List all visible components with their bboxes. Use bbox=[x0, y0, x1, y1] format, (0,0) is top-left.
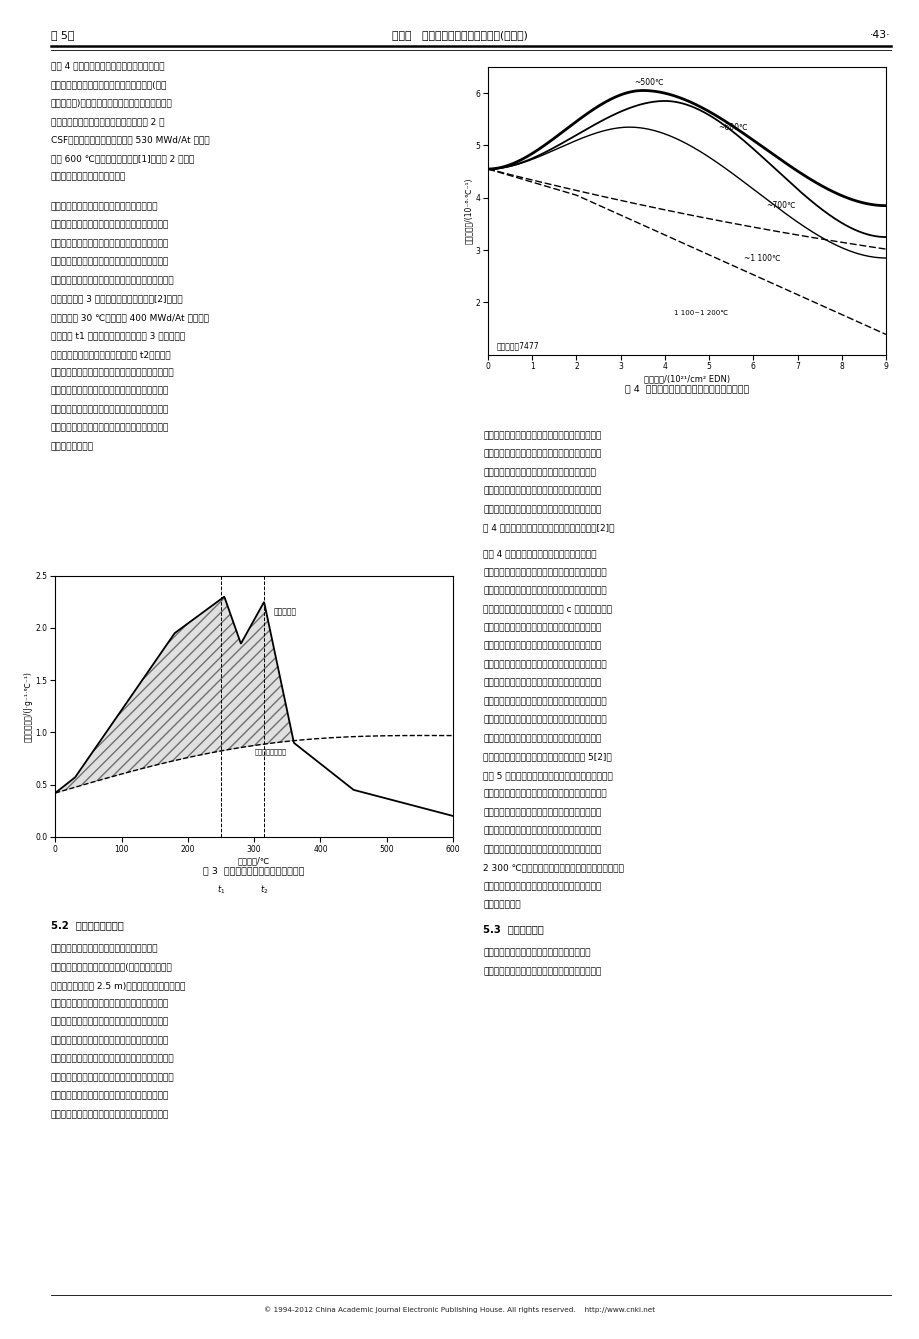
Text: 位积聚，形成空位簇和微孔，产生新的微裂缝，重新: 位积聚，形成空位簇和微孔，产生新的微裂缝，重新 bbox=[483, 660, 607, 670]
Text: 自我释放。图 3 就是这种释放的一个例子[2]，它是: 自我释放。图 3 就是这种释放的一个例子[2]，它是 bbox=[51, 295, 182, 304]
Text: 从图 4 可以看出：随着辐照剂量的增加线胀系: 从图 4 可以看出：随着辐照剂量的增加线胀系 bbox=[483, 549, 596, 558]
Text: 墨释出潜能。如果温度增加到某一定值，其潜能释: 墨释出潜能。如果温度增加到某一定值，其潜能释 bbox=[51, 257, 169, 266]
Y-axis label: 潜能变化速率/(J·g⁻¹·℃⁻¹): 潜能变化速率/(J·g⁻¹·℃⁻¹) bbox=[24, 671, 32, 742]
Text: 是由于辐照开始时，辐照引起微晶 c 方向的长大，使: 是由于辐照开始时，辐照引起微晶 c 方向的长大，使 bbox=[483, 605, 612, 613]
Text: 度却随石墨有序化程度增加而增加。因此石墨构件: 度却随石墨有序化程度增加而增加。因此石墨构件 bbox=[51, 1091, 169, 1101]
Text: 裂缝和微孔闭合得越多，其缓冲作用增小，达到最大: 裂缝和微孔闭合得越多，其缓冲作用增小，达到最大 bbox=[483, 698, 607, 706]
Text: 图 4  辐照对等静压石油焦石墨线胀系数的影响: 图 4 辐照对等静压石油焦石墨线胀系数的影响 bbox=[624, 384, 748, 394]
Text: 图 3  辐照后加热时石墨潜能释放过程: 图 3 辐照后加热时石墨潜能释放过程 bbox=[203, 866, 304, 876]
Text: 辐照后的石墨加热到辐照温度以上时，原来固: 辐照后的石墨加热到辐照温度以上时，原来固 bbox=[51, 202, 158, 212]
Text: 化程度增加)的事实，人们不难想象，辐照时潜能的: 化程度增加)的事实，人们不难想象，辐照时潜能的 bbox=[51, 99, 172, 107]
Text: 墨化程度和辐照温度。通常石墨都是由石墨化程度: 墨化程度和辐照温度。通常石墨都是由石墨化程度 bbox=[483, 450, 601, 459]
Text: ~1 100℃: ~1 100℃ bbox=[743, 253, 780, 262]
Text: 发石墨化过程提供大量的微孔和缺陷，使得其线胀: 发石墨化过程提供大量的微孔和缺陷，使得其线胀 bbox=[483, 882, 601, 890]
Text: 低，达到极值的辐照剂量越低，极值的数值越大。这: 低，达到极值的辐照剂量越低，极值的数值越大。这 bbox=[483, 586, 607, 596]
Text: 纹越多。至于达到极值的辐照剂量随石墨化温度降: 纹越多。至于达到极值的辐照剂量随石墨化温度降 bbox=[483, 826, 601, 836]
Text: 石墨部件，特别是大型石墨部件(如反应堆顶反射层: 石墨部件，特别是大型石墨部件(如反应堆顶反射层 bbox=[51, 963, 172, 971]
Text: 使热膨胀得到吸纳的结果。温度越高，石墨中的微: 使热膨胀得到吸纳的结果。温度越高，石墨中的微 bbox=[483, 679, 601, 688]
X-axis label: 加热温度/℃: 加热温度/℃ bbox=[238, 857, 270, 865]
Text: 图 4 是辐照剂量和辐照温度对线胀系数的影响[2]。: 图 4 是辐照剂量和辐照温度对线胀系数的影响[2]。 bbox=[483, 524, 614, 533]
Text: 的有序化程度越高，其线胀系数越小，但其各向异性: 的有序化程度越高，其线胀系数越小，但其各向异性 bbox=[51, 1074, 174, 1082]
Text: 徐世江   核工程中的石墨和炭素材料(第五讲): 徐世江 核工程中的石墨和炭素材料(第五讲) bbox=[391, 29, 528, 40]
Y-axis label: 线膨胀系数/(10⁻⁶·℃⁻¹): 线膨胀系数/(10⁻⁶·℃⁻¹) bbox=[463, 178, 472, 244]
Text: 等静压石墨7477: 等静压石墨7477 bbox=[496, 341, 539, 349]
Text: 的设计，必须在两者之间作出平衡。影响辐照引起: 的设计，必须在两者之间作出平衡。影响辐照引起 bbox=[51, 1110, 169, 1119]
Text: ~600℃: ~600℃ bbox=[717, 123, 747, 131]
Text: 从第 4 讲中我们也知道，高度辐照后的石墨的: 从第 4 讲中我们也知道，高度辐照后的石墨的 bbox=[51, 62, 164, 71]
Text: 负荷及其所处的温度进行分析研究，对有可能因潜: 负荷及其所处的温度进行分析研究，对有可能因潜 bbox=[51, 406, 169, 414]
Text: 位簇和微孔增加，所以线胀系数的最大值下降。石: 位簇和微孔增加，所以线胀系数的最大值下降。石 bbox=[483, 734, 601, 743]
Text: 成。骨料颗粒及组成颗粒的微晶的尺寸，骨料和粘: 成。骨料颗粒及组成颗粒的微晶的尺寸，骨料和粘 bbox=[483, 486, 601, 495]
Text: 5.2  石墨的热膨胀系数: 5.2 石墨的热膨胀系数 bbox=[51, 920, 123, 929]
Text: 5.3  石墨的导热率: 5.3 石墨的导热率 bbox=[483, 924, 544, 935]
Text: CSF、炭黑和树脂炭辐照剂量达 530 MWd/At 后，加: CSF、炭黑和树脂炭辐照剂量达 530 MWd/At 后，加 bbox=[51, 135, 209, 145]
Text: 热膨胀系数增加得越快，极值越高。这是由于骨料颗: 热膨胀系数增加得越快，极值越高。这是由于骨料颗 bbox=[483, 790, 607, 798]
Text: 子和空位簇长大和消失的几率也增加，其结果是石: 子和空位簇长大和消失的几率也增加，其结果是石 bbox=[51, 238, 169, 248]
Text: 石墨样品由于潜能释放被绝热加热到 t2。当潜能: 石墨样品由于潜能释放被绝热加热到 t2。当潜能 bbox=[51, 349, 170, 359]
Text: $t_2$: $t_2$ bbox=[259, 884, 268, 896]
Text: 较好的骨料颗粒和石墨化程度较差的粘结剂炭组: 较好的骨料颗粒和石墨化程度较差的粘结剂炭组 bbox=[483, 469, 596, 477]
Text: 有序结构被破坏和石墨中非晶质辐照时收缩(有序: 有序结构被破坏和石墨中非晶质辐照时收缩(有序 bbox=[51, 80, 166, 90]
Text: $t_1$: $t_1$ bbox=[217, 884, 225, 896]
Text: 热到 600 ℃时释放出来的潜能[1]。从图 2 可以看: 热到 600 ℃时释放出来的潜能[1]。从图 2 可以看 bbox=[51, 154, 194, 163]
Text: 石墨潜能造成事故，必须对反应堆石墨部件的辐照: 石墨潜能造成事故，必须对反应堆石墨部件的辐照 bbox=[51, 387, 169, 396]
Text: 墨化程度对辐照引起的线胀系数的变化见图 5[2]。: 墨化程度对辐照引起的线胀系数的变化见图 5[2]。 bbox=[483, 753, 611, 762]
Text: 结剂的相对含量及分布都影响石墨的热膨胀行为。: 结剂的相对含量及分布都影响石墨的热膨胀行为。 bbox=[483, 505, 601, 514]
Text: 缓冲热膨胀的微孔和微裂纹封闭，从而使线胀系数: 缓冲热膨胀的微孔和微裂纹封闭，从而使线胀系数 bbox=[483, 624, 601, 632]
Text: 足够大时，会引起巨大的温升，造成事故，为了避免: 足够大时，会引起巨大的温升，造成事故，为了避免 bbox=[51, 368, 174, 378]
Text: 2 300 ℃石墨化的石墨，其有序化程度很低，辐照诱: 2 300 ℃石墨化的石墨，其有序化程度很低，辐照诱 bbox=[483, 864, 624, 873]
Text: © 1994-2012 China Academic Journal Electronic Publishing House. All rights reser: © 1994-2012 China Academic Journal Elect… bbox=[264, 1307, 655, 1312]
Text: 品加热到 t1 时潜能的释放曲线。从图 3 可以看出，: 品加热到 t1 时潜能的释放曲线。从图 3 可以看出， bbox=[51, 331, 185, 340]
Text: 热膨胀系数变化的因素主要有石墨的组织结构，石: 热膨胀系数变化的因素主要有石墨的组织结构，石 bbox=[483, 431, 601, 441]
X-axis label: 辐照剂量/(10²¹/cm² EDN): 辐照剂量/(10²¹/cm² EDN) bbox=[643, 375, 730, 383]
Text: 了合理设计反应堆石墨构件，避免因温度变化引起: 了合理设计反应堆石墨构件，避免因温度变化引起 bbox=[51, 999, 169, 1008]
Text: 火，以消除隐患。: 火，以消除隐患。 bbox=[51, 442, 94, 451]
Text: 数先是增加，达到一极大值，随后下降；辐照温度越: 数先是增加，达到一极大值，随后下降；辐照温度越 bbox=[483, 568, 607, 577]
Text: 部件，其尺寸可达 2.5 m)的设计有重要的影响。为: 部件，其尺寸可达 2.5 m)的设计有重要的影响。为 bbox=[51, 981, 185, 990]
Text: 低而增加的原因则是由于粘结剂炭组分的作用。经: 低而增加的原因则是由于粘结剂炭组分的作用。经 bbox=[483, 845, 601, 854]
Text: 能自发释放形成过高温升的石墨部件，进行控制退: 能自发释放形成过高温升的石墨部件，进行控制退 bbox=[51, 423, 169, 432]
Text: 过高的热应力，必须对石墨的热膨胀行为及其影响: 过高的热应力，必须对石墨的热膨胀行为及其影响 bbox=[51, 1018, 169, 1027]
Text: 粒的有序化程度越高，其中用以吸纳热膨胀的微裂: 粒的有序化程度越高，其中用以吸纳热膨胀的微裂 bbox=[483, 809, 601, 817]
Text: 增加。达到最大值后，由于辐照在晶体中引起的空: 增加。达到最大值后，由于辐照在晶体中引起的空 bbox=[483, 641, 601, 651]
Text: 胀系数越小，各向异性度越小越好。众所周知，石墨: 胀系数越小，各向异性度越小越好。众所周知，石墨 bbox=[51, 1055, 174, 1063]
Text: 反射材料。石墨导热性的好坏，将决定着石墨部件: 反射材料。石墨导热性的好坏，将决定着石墨部件 bbox=[483, 967, 601, 976]
Text: 定在石墨中的间隙原子和空位的复合几率增加，原: 定在石墨中的间隙原子和空位的复合几率增加，原 bbox=[51, 221, 169, 229]
Text: 系数变成负值。: 系数变成负值。 bbox=[483, 901, 520, 909]
Text: 未辐照石墨的比热: 未辐照石墨的比热 bbox=[254, 749, 286, 755]
Text: 第 5期: 第 5期 bbox=[51, 29, 74, 40]
Text: ~700℃: ~700℃ bbox=[766, 201, 795, 210]
Text: 积聚也受石墨组分石墨化程度的影响。图 2 是: 积聚也受石墨组分石墨化程度的影响。图 2 是 bbox=[51, 116, 164, 126]
Text: 出的值大于石墨的比热，这时石墨被加热，引起潜能: 出的值大于石墨的比热，这时石墨被加热，引起潜能 bbox=[51, 276, 174, 285]
Text: 石墨样品在 30 ℃下辐照到 400 MWd/At 后，把样: 石墨样品在 30 ℃下辐照到 400 MWd/At 后，把样 bbox=[51, 313, 209, 321]
Text: 出，结晶程度越差，潜能越低。: 出，结晶程度越差，潜能越低。 bbox=[51, 173, 126, 182]
Text: 石墨的潜能: 石墨的潜能 bbox=[274, 608, 297, 617]
Text: 石墨的膨胀系数及辐照引起的变化，对反应堆: 石墨的膨胀系数及辐照引起的变化，对反应堆 bbox=[51, 944, 158, 953]
Text: 值的剂量越低。温升高，空位的活动性增加，形成空: 值的剂量越低。温升高，空位的活动性增加，形成空 bbox=[483, 716, 607, 724]
Text: 石墨在气冷堆中被用作慢化材料、结构材料和: 石墨在气冷堆中被用作慢化材料、结构材料和 bbox=[483, 948, 590, 957]
Text: ·43·: ·43· bbox=[869, 29, 890, 40]
Text: 1 100~1 200℃: 1 100~1 200℃ bbox=[673, 309, 727, 316]
Text: ~500℃: ~500℃ bbox=[633, 78, 663, 87]
Text: 从图 5 可以看出：石墨化温度越高，随辐照剂量增加: 从图 5 可以看出：石墨化温度越高，随辐照剂量增加 bbox=[483, 771, 613, 781]
Text: 因素进行研究。从石墨构件的设计来说，石墨的线: 因素进行研究。从石墨构件的设计来说，石墨的线 bbox=[51, 1036, 169, 1046]
